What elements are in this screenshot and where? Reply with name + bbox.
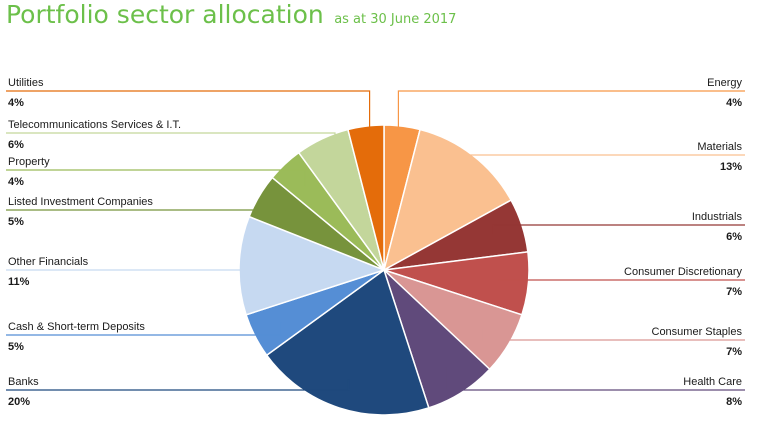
slice-label-consumer-staples: Consumer Staples xyxy=(652,326,743,338)
slice-value-consumer-discretionary: 7% xyxy=(726,286,742,298)
pie-slice-banks xyxy=(265,268,430,416)
leader-line-health-care xyxy=(445,367,745,391)
chart-title-row: Portfolio sector allocation as at 30 Jun… xyxy=(6,0,456,29)
slice-label-health-care: Health Care xyxy=(683,376,742,388)
slice-label-cash-short-term-deposits: Cash & Short-term Deposits xyxy=(8,321,145,333)
slice-value-consumer-staples: 7% xyxy=(726,346,742,358)
slice-labels: Energy 4% Materials 13% Industrials 6% Consume… xyxy=(8,77,742,408)
slice-label-listed-investment-companies: Listed Investment Companies xyxy=(8,196,153,208)
leader-line-energy xyxy=(397,90,745,156)
slice-value-health-care: 8% xyxy=(726,396,742,408)
chart-title: Portfolio sector allocation xyxy=(6,0,324,29)
slice-value-utilities: 4% xyxy=(8,97,24,109)
slice-label-consumer-discretionary: Consumer Discretionary xyxy=(624,266,742,278)
slice-label-banks: Banks xyxy=(8,376,39,388)
leader-line-listed-investment-companies xyxy=(6,209,286,212)
leader-line-industrials xyxy=(492,224,745,235)
pie-slice-other-financials xyxy=(238,215,387,316)
slice-value-cash-short-term-deposits: 5% xyxy=(8,341,24,353)
slice-label-property: Property xyxy=(8,156,50,168)
pie-slices xyxy=(238,124,530,416)
pie-slice-utilities xyxy=(347,124,385,271)
chart-subtitle: as at 30 June 2017 xyxy=(334,12,457,27)
leader-line-cash-short-term-deposits xyxy=(6,322,283,336)
leader-line-consumer-discretionary xyxy=(497,279,745,281)
slice-value-banks: 20% xyxy=(8,396,30,408)
leader-line-consumer-staples xyxy=(482,328,745,341)
leader-lines xyxy=(6,90,745,391)
leader-line-banks xyxy=(6,379,350,391)
leader-line-other-financials xyxy=(6,266,270,271)
slice-label-telecommunications-services-i-t: Telecommunications Services & I.T. xyxy=(8,119,181,131)
slice-value-industrials: 6% xyxy=(726,231,742,243)
slice-value-other-financials: 11% xyxy=(8,276,30,288)
slice-value-telecommunications-services-i-t: 6% xyxy=(8,139,24,151)
slice-value-listed-investment-companies: 5% xyxy=(8,216,24,228)
slice-value-energy: 4% xyxy=(726,97,742,109)
slice-label-materials: Materials xyxy=(697,141,742,153)
slice-label-utilities: Utilities xyxy=(8,77,44,89)
leader-line-materials xyxy=(453,154,745,180)
leader-line-utilities xyxy=(6,90,371,156)
leader-line-telecommunications-services-i-t xyxy=(6,132,336,166)
slice-value-property: 4% xyxy=(8,176,24,188)
leader-line-property xyxy=(6,169,306,187)
slice-label-other-financials: Other Financials xyxy=(8,256,89,268)
slice-label-energy: Energy xyxy=(707,77,742,89)
slice-label-industrials: Industrials xyxy=(692,211,743,223)
slice-value-materials: 13% xyxy=(720,161,742,173)
